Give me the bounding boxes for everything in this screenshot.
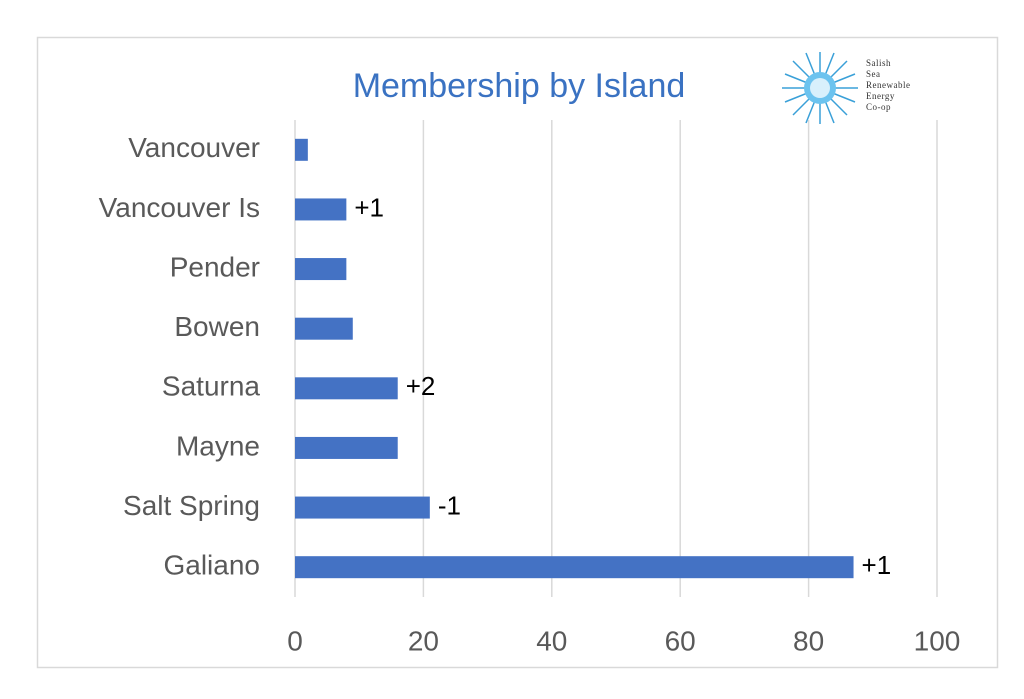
bar-annotation: +2	[406, 371, 436, 401]
x-tick-label: 80	[793, 625, 824, 656]
logo-sun	[782, 52, 858, 124]
logo-text: Salish	[866, 58, 891, 68]
bar	[295, 317, 353, 340]
logo-text: Renewable	[866, 80, 910, 90]
bar	[295, 496, 430, 519]
bar-annotation: -1	[438, 490, 461, 520]
bar	[295, 258, 347, 281]
y-tick-label: Vancouver Is	[99, 192, 260, 223]
x-tick-label: 100	[914, 625, 961, 656]
y-tick-label: Vancouver	[128, 132, 260, 163]
x-tick-label: 60	[665, 625, 696, 656]
bar	[295, 436, 398, 459]
chart-title: Membership by Island	[353, 67, 686, 105]
x-tick-label: 0	[287, 625, 303, 656]
bar	[295, 377, 398, 400]
logo-text: Sea	[866, 69, 881, 79]
bar-annotation: +1	[862, 550, 892, 580]
y-tick-label: Mayne	[176, 430, 260, 461]
x-tick-label: 20	[408, 625, 439, 656]
bar	[295, 556, 854, 579]
bar	[295, 138, 308, 161]
y-tick-label: Pender	[170, 251, 260, 282]
y-tick-label: Salt Spring	[123, 490, 260, 521]
logo-text: Co-op	[866, 102, 891, 112]
bar-annotation: +1	[354, 192, 384, 222]
x-tick-label: 40	[536, 625, 567, 656]
y-tick-label: Galiano	[163, 550, 260, 581]
y-tick-label: Bowen	[174, 311, 260, 342]
bar	[295, 198, 347, 221]
y-tick-label: Saturna	[162, 371, 260, 402]
logo-text: Energy	[866, 91, 895, 101]
